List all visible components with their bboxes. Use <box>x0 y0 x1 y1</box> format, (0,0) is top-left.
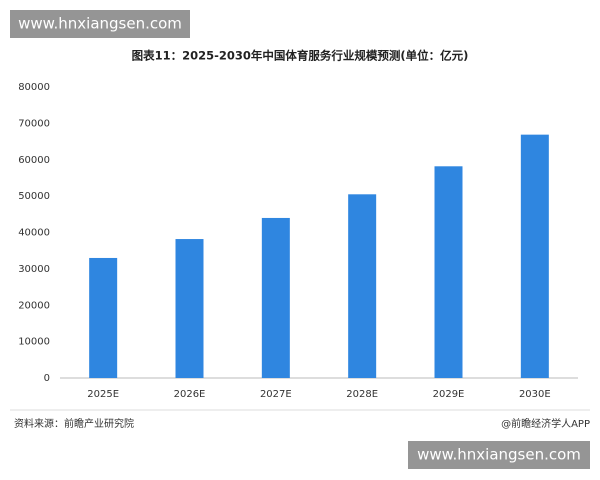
x-tick-label: 2029E <box>433 389 465 400</box>
y-tick-label: 80000 <box>18 82 50 93</box>
y-tick-label: 30000 <box>18 264 50 275</box>
y-tick-label: 10000 <box>18 337 50 348</box>
chart-title: 图表11：2025-2030年中国体育服务行业规模预测(单位：亿元) <box>132 49 469 63</box>
bar <box>261 217 290 378</box>
bar <box>348 194 377 378</box>
credit-note: @前瞻经济学人APP <box>501 417 590 430</box>
y-tick-label: 70000 <box>18 118 50 129</box>
watermark-box <box>408 441 590 469</box>
source-note: 资料来源：前瞻产业研究院 <box>14 417 134 430</box>
watermark-box <box>10 10 190 38</box>
x-tick-label: 2027E <box>260 389 292 400</box>
bar <box>520 134 549 378</box>
x-tick-label: 2028E <box>346 389 378 400</box>
watermark: www.hnxiangsen.com <box>417 446 581 464</box>
y-tick-label: 60000 <box>18 155 50 166</box>
y-tick-label: 20000 <box>18 300 50 311</box>
x-tick-label: 2026E <box>174 389 206 400</box>
y-tick-label: 0 <box>44 373 50 384</box>
y-tick-label: 50000 <box>18 191 50 202</box>
watermark: www.hnxiangsen.com <box>18 15 182 33</box>
bar <box>89 257 118 378</box>
bar <box>434 166 463 378</box>
x-tick-label: 2025E <box>87 389 119 400</box>
bar <box>175 239 204 378</box>
x-tick-label: 2030E <box>519 389 551 400</box>
y-tick-label: 40000 <box>18 228 50 239</box>
